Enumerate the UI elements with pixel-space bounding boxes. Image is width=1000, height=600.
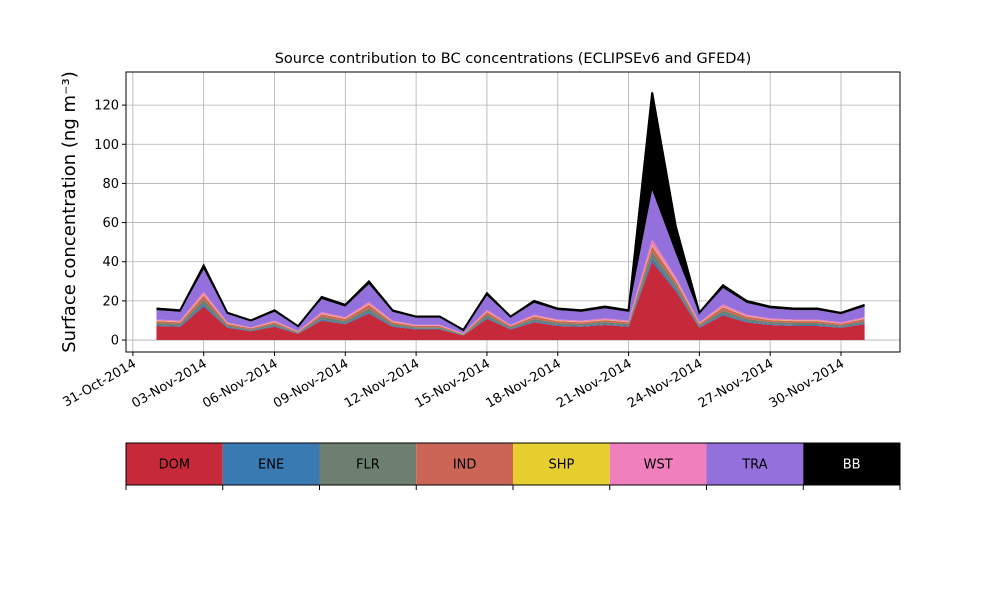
y-tick-label: 20 xyxy=(102,294,119,309)
x-tick-label: 24-Nov-2014 xyxy=(625,356,705,411)
legend-label: TRA xyxy=(741,458,767,473)
legend-swatch xyxy=(609,443,707,485)
x-tick-label: 03-Nov-2014 xyxy=(129,356,209,411)
x-tick-label: 18-Nov-2014 xyxy=(483,356,563,411)
legend-swatch xyxy=(319,443,417,485)
area xyxy=(156,261,865,341)
legend-label: FLR xyxy=(356,458,380,473)
legend-frame xyxy=(125,442,901,486)
y-tick-label: 80 xyxy=(102,177,119,192)
area xyxy=(156,190,865,334)
y-axis-label: Surface concentration (ng m⁻³) xyxy=(59,71,80,353)
chart-title: Source contribution to BC concentrations… xyxy=(275,51,752,67)
x-tick-label: 06-Nov-2014 xyxy=(200,356,280,411)
legend-label: ENE xyxy=(258,458,284,473)
legend-swatch xyxy=(416,443,513,485)
plot-frame xyxy=(125,71,901,353)
legend-label: IND xyxy=(453,458,477,473)
area xyxy=(156,251,865,336)
x-tick-label: 31-Oct-2014 xyxy=(60,356,138,410)
legend-label: BB xyxy=(843,458,861,473)
legend-swatch xyxy=(706,443,804,485)
y-tick-label: 0 xyxy=(111,334,119,349)
x-tick-label: 21-Nov-2014 xyxy=(554,356,634,411)
x-tick-label: 09-Nov-2014 xyxy=(271,356,351,411)
x-tick-label: 12-Nov-2014 xyxy=(342,356,422,411)
legend-label: DOM xyxy=(159,458,190,473)
y-tick-label: 100 xyxy=(94,138,119,153)
x-tick-label: 30-Nov-2014 xyxy=(767,356,847,411)
y-tick-label: 60 xyxy=(102,216,119,231)
legend-label: WST xyxy=(644,458,673,473)
legend-swatch xyxy=(803,443,900,485)
legend-swatch xyxy=(513,443,610,485)
y-tick-label: 120 xyxy=(94,99,119,114)
area xyxy=(156,92,865,331)
total-line xyxy=(156,92,865,332)
legend-swatch xyxy=(222,443,320,485)
y-tick-label: 40 xyxy=(102,255,119,270)
x-tick-label: 27-Nov-2014 xyxy=(696,356,776,411)
x-tick-label: 15-Nov-2014 xyxy=(413,356,493,411)
legend-swatch xyxy=(126,443,223,485)
legend-label: SHP xyxy=(548,458,574,473)
